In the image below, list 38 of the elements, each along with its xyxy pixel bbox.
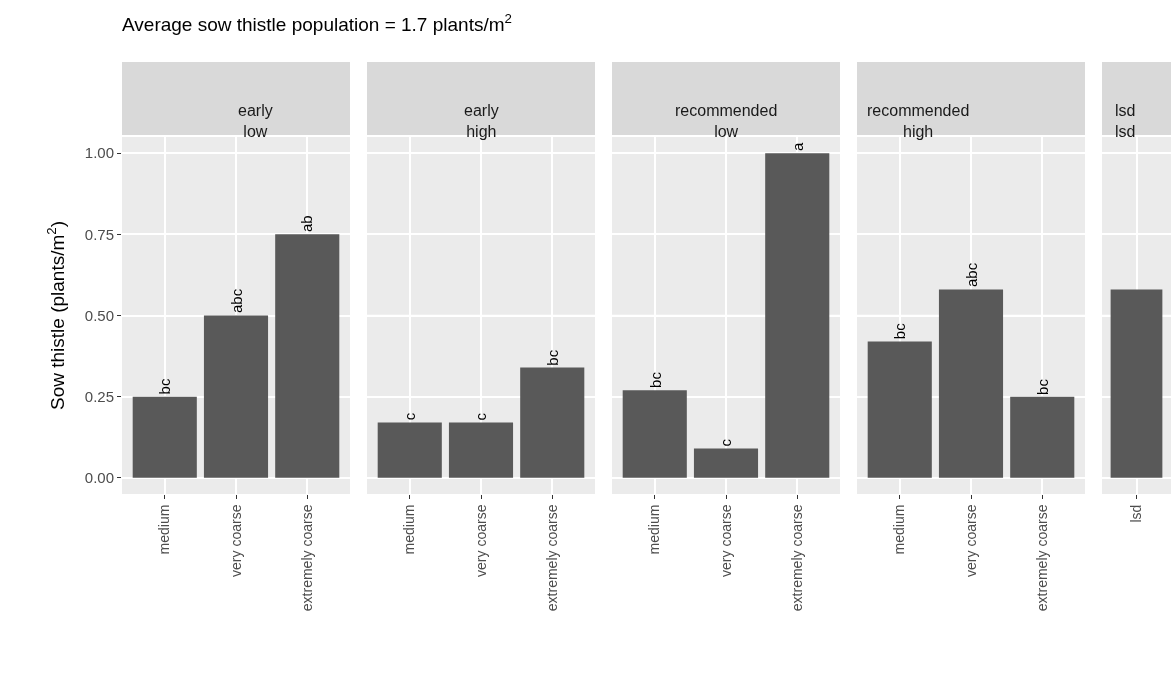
x-tick-label: very coarse xyxy=(717,504,734,577)
data-label: a xyxy=(788,141,806,151)
data-label: abc xyxy=(962,262,980,288)
x-tick-label: medium xyxy=(646,504,663,555)
text: lsd xyxy=(1115,102,1136,119)
x-tick-label: very coarse xyxy=(962,504,979,577)
data-label: bc xyxy=(646,371,664,388)
x-tick-label: very coarse xyxy=(472,504,489,577)
chart-subtitle: recommended low xyxy=(675,102,778,140)
data-label: bc xyxy=(891,322,909,340)
data-label: bc xyxy=(156,378,174,395)
data-label: abc xyxy=(228,288,245,313)
data-label: c xyxy=(717,438,735,447)
bar xyxy=(132,396,197,478)
x-tick-label: extremely coarse xyxy=(1033,504,1050,612)
x-tick-label: extremely coarse xyxy=(788,504,805,612)
y-tick-label: 0.75 xyxy=(84,225,114,243)
chart-subtitle: early high xyxy=(464,102,499,140)
x-tick-label: extremely coarse xyxy=(298,504,315,612)
bar xyxy=(275,234,340,478)
chart-title: Average sow thistle population = 1.7 plants/m$^{2}$ xyxy=(122,11,512,36)
chart-subtitle: early low xyxy=(238,102,273,140)
data-label: bc xyxy=(543,349,561,366)
y-tick-label: 0.50 xyxy=(84,306,114,324)
y-tick-label: 1.00 xyxy=(84,144,114,162)
x-tick-label: very coarse xyxy=(227,504,244,577)
chart-subtitle: recommended high xyxy=(867,102,970,140)
x-tick-label: medium xyxy=(156,504,173,555)
data-label: c xyxy=(472,412,490,421)
x-tick-label: medium xyxy=(401,504,418,555)
x-tick-label: extremely coarse xyxy=(543,504,560,612)
data-label: bc xyxy=(1033,378,1051,395)
bar xyxy=(203,315,269,478)
x-tick-label: medium xyxy=(891,504,908,555)
y-tick-label: 0.00 xyxy=(84,469,114,487)
data-label: c xyxy=(401,412,419,421)
y-tick-label: 0.25 xyxy=(84,387,114,405)
data-label: ab xyxy=(298,215,316,233)
